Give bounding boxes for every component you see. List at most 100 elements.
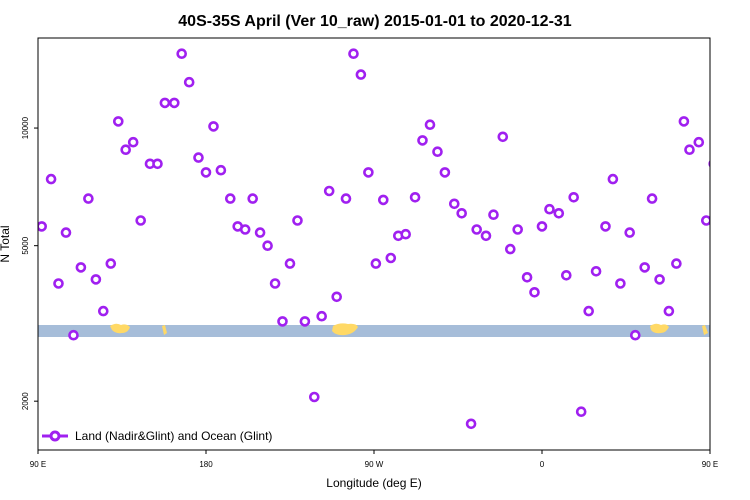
data-point — [480, 230, 492, 242]
data-point — [512, 224, 524, 235]
data-point — [693, 136, 705, 148]
data-point — [193, 152, 204, 163]
data-points — [38, 48, 710, 430]
data-point — [292, 215, 303, 226]
land-blob — [110, 323, 130, 334]
legend: Land (Nadir&Glint) and Ocean (Glint) — [42, 429, 272, 443]
data-point — [225, 193, 236, 204]
data-point — [607, 173, 619, 185]
data-point — [536, 221, 548, 232]
data-point — [98, 305, 109, 317]
data-point — [615, 278, 626, 289]
data-point — [465, 418, 477, 430]
data-point — [363, 167, 374, 178]
y-axis-label: N Total — [0, 225, 12, 262]
data-point — [439, 167, 451, 178]
y-axis-ticks: 2000 5000 10000 — [21, 116, 38, 410]
data-point — [127, 136, 139, 148]
data-point — [600, 221, 611, 232]
data-point — [424, 119, 436, 130]
data-point — [183, 76, 195, 88]
map-strip — [38, 323, 710, 337]
data-point — [456, 208, 468, 219]
x-tick-label: 90 W — [365, 460, 384, 469]
data-point — [663, 305, 675, 317]
data-point — [215, 164, 227, 176]
data-point — [90, 274, 102, 285]
data-point — [471, 224, 483, 235]
data-point — [83, 193, 94, 204]
data-point — [639, 262, 651, 273]
data-point — [583, 305, 595, 317]
data-point — [53, 278, 64, 289]
data-point — [38, 221, 47, 232]
data-point — [299, 316, 311, 327]
x-axis-label: Longitude (deg E) — [326, 476, 421, 490]
data-point — [169, 97, 180, 109]
data-point — [68, 329, 79, 341]
data-point — [654, 274, 665, 285]
data-point — [239, 224, 251, 235]
data-point — [684, 144, 695, 155]
y-tick-label: 5000 — [21, 236, 30, 254]
data-point — [560, 269, 572, 281]
data-point — [417, 135, 428, 146]
data-point — [159, 97, 171, 109]
data-point — [340, 193, 352, 204]
legend-label: Land (Nadir&Glint) and Ocean (Glint) — [75, 429, 272, 443]
data-point — [400, 228, 412, 240]
data-point — [701, 215, 710, 226]
data-point — [254, 227, 266, 238]
data-point — [277, 316, 288, 327]
x-tick-label: 90 E — [30, 460, 46, 469]
data-point — [646, 193, 658, 204]
data-point — [135, 215, 146, 226]
data-point — [448, 198, 460, 210]
land-blob — [332, 323, 358, 336]
y-tick-label: 10000 — [21, 116, 30, 139]
data-point — [316, 310, 328, 322]
data-point — [262, 240, 273, 251]
data-point — [409, 192, 421, 203]
data-point — [521, 271, 533, 283]
data-point — [323, 185, 335, 197]
data-point — [269, 278, 281, 289]
data-point — [432, 146, 443, 157]
data-point — [568, 192, 580, 203]
data-point — [200, 167, 212, 178]
data-point — [247, 193, 258, 204]
data-point — [152, 158, 163, 170]
data-point — [308, 391, 320, 403]
data-point — [355, 69, 367, 80]
legend-marker — [49, 430, 61, 442]
data-point — [504, 243, 516, 255]
x-tick-label: 90 E — [702, 460, 718, 469]
land-blob — [702, 325, 708, 335]
data-point — [575, 406, 587, 418]
data-point — [113, 116, 124, 127]
land-blob — [650, 323, 669, 334]
data-point — [75, 262, 87, 273]
x-tick-label: 180 — [199, 460, 213, 469]
data-point — [176, 48, 187, 60]
data-point — [671, 258, 682, 269]
data-point — [529, 286, 540, 298]
data-point — [553, 208, 565, 219]
data-point — [590, 265, 602, 277]
data-point — [544, 203, 555, 215]
data-point — [678, 116, 690, 127]
y-tick-label: 2000 — [21, 392, 30, 410]
data-point — [385, 252, 397, 264]
data-point — [497, 131, 509, 143]
data-point — [370, 258, 382, 269]
data-point — [488, 209, 499, 220]
land-blob — [162, 325, 167, 335]
data-point — [120, 144, 131, 155]
data-point — [105, 258, 117, 269]
data-point — [331, 291, 343, 303]
data-point — [208, 121, 219, 132]
data-point — [348, 48, 359, 60]
